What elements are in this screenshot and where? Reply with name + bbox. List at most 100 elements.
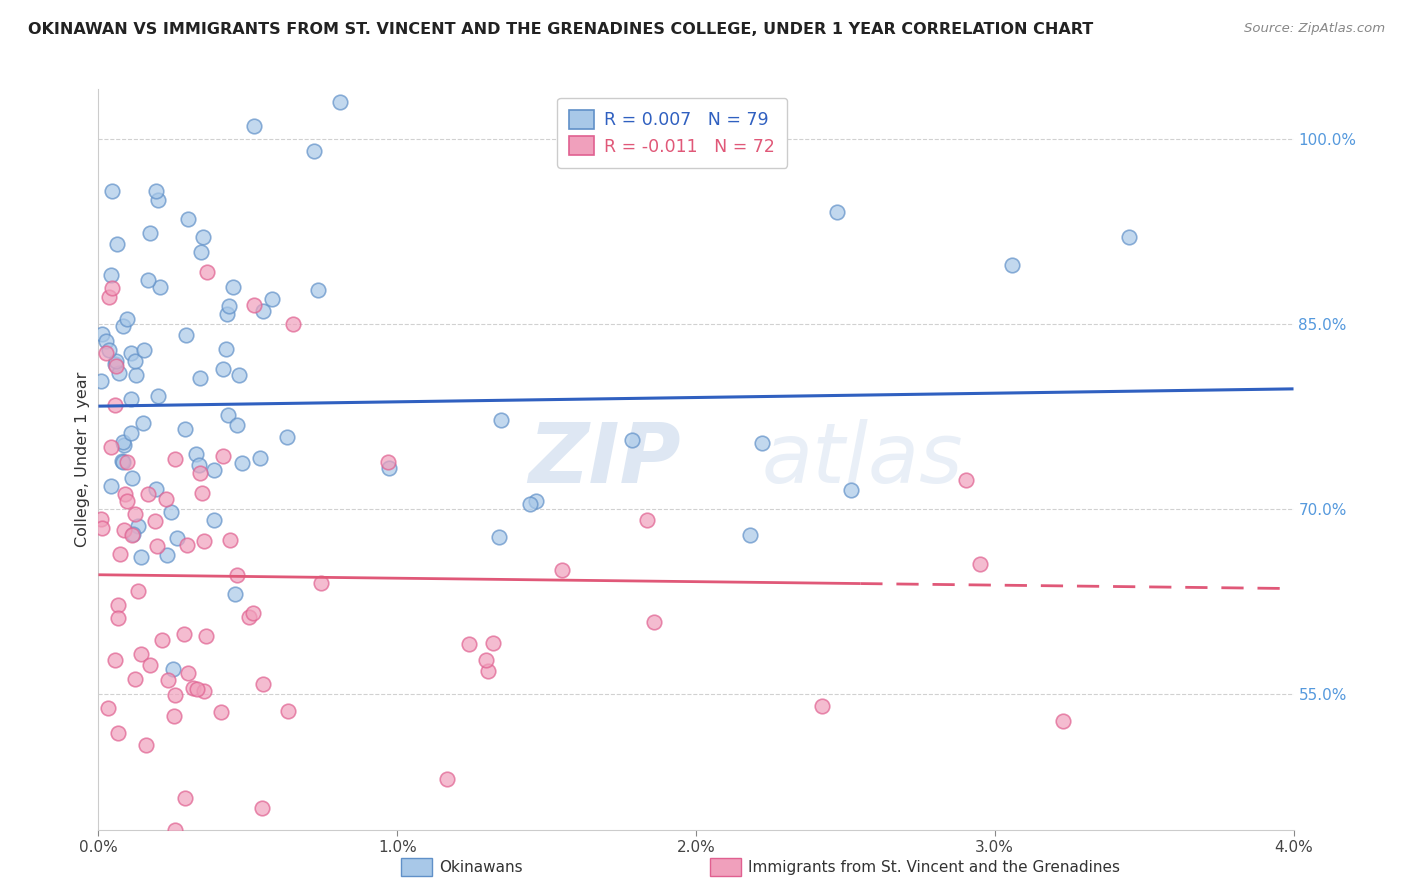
Point <box>225 418 247 433</box>
Point <box>145 184 167 198</box>
Point <box>825 205 848 219</box>
Point <box>636 513 658 527</box>
Point <box>209 706 232 720</box>
Point <box>138 658 160 673</box>
Point <box>243 119 266 133</box>
Point <box>90 512 112 526</box>
Point <box>377 455 399 469</box>
Point <box>156 548 179 562</box>
Point <box>477 664 499 678</box>
Point <box>222 279 245 293</box>
Point <box>104 398 127 412</box>
Point <box>218 299 240 313</box>
Point <box>217 408 239 422</box>
Point <box>121 471 143 485</box>
Point <box>524 494 547 508</box>
Text: ZIP: ZIP <box>529 419 682 500</box>
Legend: R = 0.007   N = 79, R = -0.011   N = 72: R = 0.007 N = 79, R = -0.011 N = 72 <box>557 98 787 168</box>
Point <box>112 319 135 334</box>
Point <box>148 193 170 207</box>
Point <box>309 575 332 590</box>
Point <box>643 615 665 629</box>
Point <box>129 550 152 565</box>
Point <box>188 466 211 480</box>
Point <box>163 451 186 466</box>
Point <box>115 455 138 469</box>
Point <box>190 244 212 259</box>
Point <box>165 688 187 702</box>
Point <box>243 298 266 312</box>
Point <box>191 485 214 500</box>
Point <box>112 438 135 452</box>
Point <box>98 290 121 304</box>
Point <box>252 677 274 691</box>
Point <box>177 665 200 680</box>
Point <box>173 421 195 435</box>
Point <box>135 738 157 752</box>
Point <box>122 527 145 541</box>
Point <box>751 435 773 450</box>
Point <box>194 629 217 643</box>
Point <box>226 567 249 582</box>
Point <box>146 389 169 403</box>
Point <box>91 326 114 341</box>
Point <box>160 505 183 519</box>
Point <box>177 211 200 226</box>
Point <box>211 449 233 463</box>
Point <box>193 684 215 698</box>
Point <box>202 463 225 477</box>
Point <box>1052 714 1074 728</box>
Point <box>173 626 195 640</box>
Point <box>217 307 239 321</box>
Point <box>218 533 240 547</box>
Point <box>104 357 127 371</box>
Point <box>105 359 128 373</box>
Point <box>238 610 260 624</box>
Point <box>129 647 152 661</box>
Point <box>163 822 186 837</box>
Point <box>186 447 208 461</box>
Point <box>125 368 148 383</box>
Point <box>107 726 129 740</box>
Point <box>202 513 225 527</box>
Point <box>121 528 143 542</box>
Point <box>107 599 129 613</box>
Point <box>302 144 325 158</box>
Point <box>163 709 186 723</box>
Point <box>120 346 142 360</box>
Point <box>550 564 572 578</box>
Text: Okinawans: Okinawans <box>439 861 522 875</box>
Point <box>231 456 253 470</box>
Point <box>112 455 135 469</box>
Point <box>621 433 644 447</box>
Point <box>215 342 238 356</box>
Point <box>1001 258 1024 272</box>
Point <box>475 653 498 667</box>
Point <box>150 633 173 648</box>
Point <box>181 681 204 696</box>
Point <box>740 527 762 541</box>
Point <box>488 530 510 544</box>
Point <box>224 587 246 601</box>
Point <box>127 519 149 533</box>
Point <box>252 801 274 815</box>
Point <box>481 636 503 650</box>
Y-axis label: College, Under 1 year: College, Under 1 year <box>75 372 90 547</box>
Point <box>94 334 117 348</box>
Point <box>195 265 218 279</box>
Point <box>104 354 127 368</box>
Point <box>277 705 299 719</box>
Point <box>249 450 271 465</box>
Point <box>146 539 169 553</box>
Text: Source: ZipAtlas.com: Source: ZipAtlas.com <box>1244 22 1385 36</box>
Text: atlas: atlas <box>762 419 963 500</box>
Point <box>186 682 208 697</box>
Point <box>193 534 215 549</box>
Point <box>101 184 124 198</box>
Point <box>111 454 134 468</box>
Point <box>121 425 143 440</box>
Point <box>91 521 114 535</box>
Point <box>104 653 127 667</box>
Point <box>134 343 156 357</box>
Point <box>100 440 122 454</box>
